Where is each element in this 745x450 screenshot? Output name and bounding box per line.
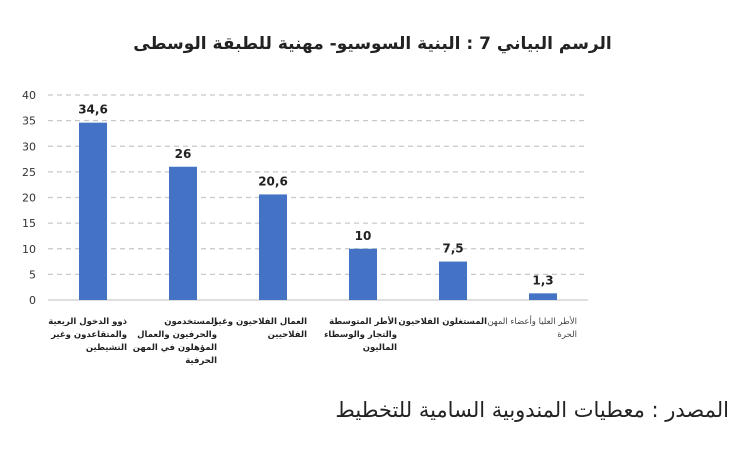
bar xyxy=(349,248,377,300)
category-label: المستغلون الفلاحيون xyxy=(398,317,487,327)
data-label: 10 xyxy=(355,229,372,243)
category-label: الأطر المتوسطة والتجار والوسطاء الماليون xyxy=(324,317,397,353)
y-tick-label: 25 xyxy=(22,166,36,179)
y-tick-label: 15 xyxy=(22,217,36,230)
data-label: 1,3 xyxy=(532,273,553,287)
category-label: العمال الفلاحيون وغير الفلاحيين xyxy=(213,317,307,340)
bar xyxy=(259,194,287,300)
bar xyxy=(529,293,557,300)
gridlines xyxy=(48,94,588,301)
chart-title: الرسم البياني 7 : البنية السوسيو- مهنية … xyxy=(133,34,612,54)
bar xyxy=(79,122,107,300)
category-label: ذوو الدخول الريعية والمتقاعدون وغير النش… xyxy=(48,317,127,353)
bar xyxy=(439,261,467,300)
y-tick-label: 40 xyxy=(22,89,36,102)
y-tick-label: 20 xyxy=(22,192,36,205)
source-note: المصدر : معطيات المندوبية السامية للتخطي… xyxy=(335,398,729,422)
category-label: المستخدمون والحرفيون والعمال المؤهلون في… xyxy=(132,317,217,366)
y-tick-label: 35 xyxy=(22,115,36,128)
data-label: 26 xyxy=(175,147,192,161)
data-label: 20,6 xyxy=(258,174,288,188)
y-tick-label: 5 xyxy=(29,268,36,281)
bars xyxy=(79,122,557,300)
data-label: 34,6 xyxy=(78,103,108,117)
y-axis-ticks: 0 5 10 15 20 25 30 35 40 xyxy=(22,89,36,307)
data-label: 7,5 xyxy=(442,242,463,256)
data-labels: 34,6 26 20,6 10 7,5 1,3 xyxy=(78,103,553,288)
y-tick-label: 0 xyxy=(29,294,36,307)
y-tick-label: 10 xyxy=(22,243,36,256)
category-label: الأطر العليا وأعضاء المهن الحرة xyxy=(487,317,577,340)
bar xyxy=(169,166,197,300)
y-tick-label: 30 xyxy=(22,140,36,153)
